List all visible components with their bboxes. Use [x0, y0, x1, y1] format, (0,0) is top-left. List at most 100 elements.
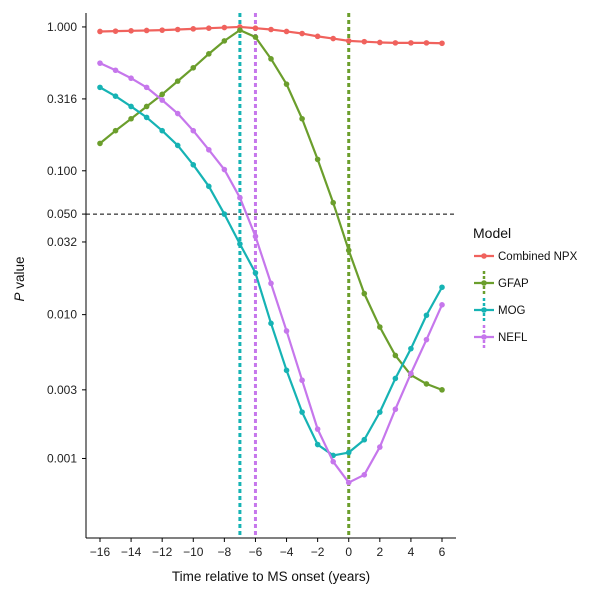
point-nefl-10	[252, 233, 259, 240]
y-tick-label-4: 0.050	[47, 207, 77, 221]
point-mog-9	[237, 241, 243, 247]
y-tick-label-0: 0.001	[47, 451, 77, 465]
point-gfap-3	[143, 103, 150, 110]
y-axis-title-italic: P	[12, 293, 27, 302]
point-combined-npx-12	[283, 28, 290, 35]
legend-label-combined-npx: Combined NPX	[498, 251, 578, 263]
point-gfap-18	[377, 324, 383, 330]
point-nefl-4	[159, 97, 165, 103]
point-mog-14	[314, 441, 321, 448]
point-mog-18	[377, 409, 383, 415]
y-tick-label-6: 0.316	[47, 92, 77, 106]
point-combined-npx-1	[112, 28, 119, 34]
series-line-nefl	[99, 62, 444, 484]
point-nefl-11	[268, 280, 274, 287]
point-mog-19	[392, 375, 399, 382]
point-gfap-2	[128, 115, 134, 122]
point-gfap-14	[314, 156, 321, 163]
point-combined-npx-6	[190, 26, 197, 32]
point-nefl-22	[439, 302, 445, 308]
point-nefl-6	[190, 127, 197, 134]
x-tick-label-5: −6	[249, 545, 263, 559]
point-combined-npx-20	[408, 40, 414, 46]
y-axis-title-rest: value	[12, 256, 27, 292]
series-line-mog	[99, 86, 443, 457]
plot-area	[86, 13, 456, 538]
point-combined-npx-22	[439, 40, 445, 47]
point-combined-npx-10	[252, 25, 259, 32]
legend: Model Combined NPX GFAP MOG NEFL	[473, 225, 578, 349]
point-nefl-12	[283, 328, 290, 334]
point-mog-7	[206, 183, 212, 190]
point-gfap-5	[174, 78, 181, 84]
x-tick-label-10: 4	[408, 545, 415, 559]
x-tick-label-9: 2	[376, 545, 383, 559]
point-combined-npx-17	[361, 38, 368, 45]
point-gfap-11	[268, 56, 274, 62]
x-tick-label-2: −12	[152, 545, 173, 559]
point-mog-20	[408, 345, 414, 352]
point-nefl-21	[423, 336, 430, 343]
point-combined-npx-16	[345, 38, 352, 44]
point-combined-npx-4	[159, 27, 165, 33]
point-mog-4	[159, 127, 165, 134]
point-nefl-16	[345, 479, 352, 486]
point-nefl-18	[377, 444, 383, 450]
x-tick-label-11: 6	[439, 545, 446, 559]
y-tick-label-3: 0.032	[47, 235, 77, 249]
point-nefl-14	[314, 426, 321, 432]
x-tick-label-0: −16	[90, 545, 111, 559]
point-mog-6	[190, 162, 197, 168]
point-combined-npx-2	[128, 28, 134, 34]
point-combined-npx-3	[143, 27, 150, 34]
point-combined-npx-8	[221, 24, 228, 31]
y-tick-label-1: 0.003	[47, 383, 77, 397]
point-gfap-6	[190, 64, 197, 71]
point-combined-npx-13	[299, 30, 305, 37]
point-nefl-3	[143, 84, 150, 91]
point-gfap-15	[330, 199, 336, 206]
x-tick-label-7: −2	[311, 545, 325, 559]
x-tick-label-6: −4	[280, 545, 294, 559]
point-gfap-13	[299, 115, 305, 122]
point-nefl-0	[97, 60, 103, 66]
point-gfap-19	[392, 352, 399, 359]
point-mog-13	[299, 409, 305, 415]
point-gfap-17	[361, 290, 368, 297]
point-mog-16	[345, 449, 352, 456]
series-line-gfap	[99, 29, 443, 391]
point-nefl-13	[299, 377, 305, 384]
point-gfap-0	[97, 140, 103, 147]
point-nefl-17	[361, 472, 368, 478]
point-mog-8	[221, 211, 228, 217]
point-nefl-15	[330, 458, 336, 465]
x-tick-label-1: −14	[121, 545, 142, 559]
point-gfap-8	[221, 38, 228, 44]
point-nefl-8	[221, 166, 228, 173]
axes: 0.001 0.003 0.010 0.032 0.050 0.100 0.316 1.000…	[47, 13, 456, 559]
legend-marker-combined-npx	[481, 253, 487, 259]
point-gfap-1	[112, 127, 119, 134]
point-mog-2	[128, 103, 134, 110]
y-tick-label-2: 0.010	[47, 308, 77, 322]
point-mog-12	[283, 367, 290, 374]
point-combined-npx-5	[174, 26, 181, 33]
point-nefl-1	[112, 67, 119, 74]
x-tick-label-4: −8	[218, 545, 232, 559]
point-combined-npx-14	[314, 33, 321, 40]
x-tick-label-3: −10	[183, 545, 204, 559]
legend-label-gfap: GFAP	[498, 278, 529, 290]
legend-label-mog: MOG	[498, 305, 526, 317]
point-nefl-19	[392, 406, 399, 413]
point-mog-21	[423, 312, 430, 319]
point-combined-npx-21	[423, 40, 430, 46]
point-combined-npx-15	[330, 35, 336, 42]
point-combined-npx-0	[97, 28, 103, 35]
point-combined-npx-7	[206, 25, 212, 32]
point-combined-npx-19	[392, 40, 399, 46]
legend-label-nefl: NEFL	[498, 332, 528, 344]
point-mog-17	[361, 436, 368, 443]
point-mog-3	[143, 114, 150, 121]
point-combined-npx-18	[377, 39, 383, 46]
